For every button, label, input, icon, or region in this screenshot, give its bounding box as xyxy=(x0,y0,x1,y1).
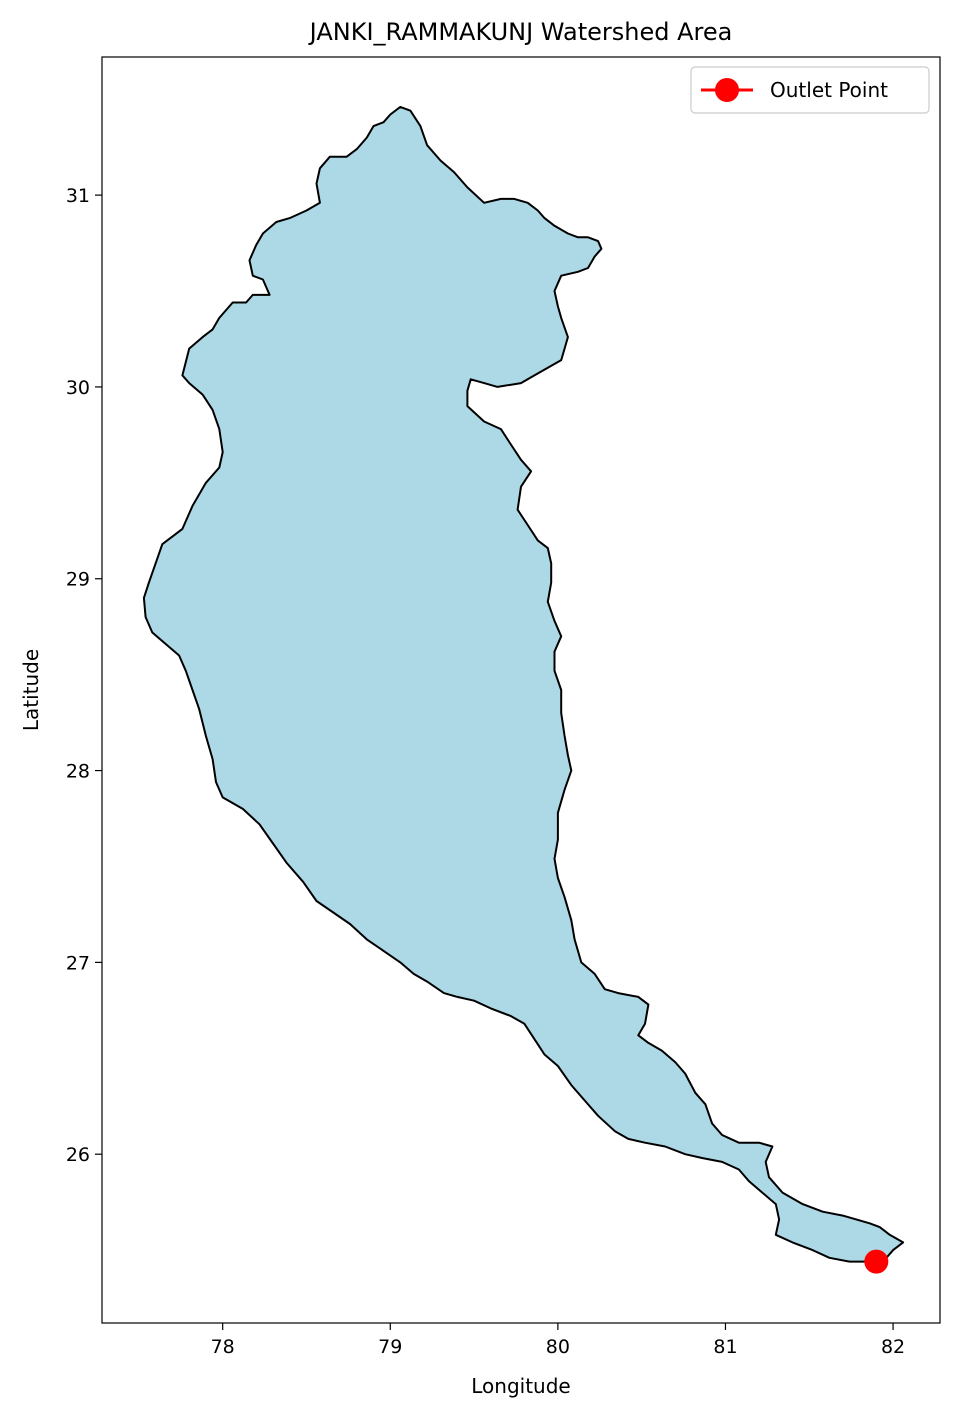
plot-frame xyxy=(101,56,941,1324)
legend: Outlet Point xyxy=(690,66,930,114)
y-tick-label: 29 xyxy=(66,569,90,591)
legend-label: Outlet Point xyxy=(770,78,888,102)
y-tick-label: 30 xyxy=(66,377,90,399)
y-tick-label: 31 xyxy=(66,185,90,207)
map-layer xyxy=(142,105,905,1274)
x-axis: 78 79 80 81 82 xyxy=(211,1323,905,1358)
legend-marker-icon xyxy=(715,78,739,102)
y-tick-label: 28 xyxy=(66,761,90,783)
x-tick-label: 78 xyxy=(211,1336,235,1358)
x-tick-label: 81 xyxy=(713,1336,737,1358)
x-axis-label: Longitude xyxy=(471,1374,570,1398)
outlet-point-marker xyxy=(864,1249,889,1274)
legend-box xyxy=(690,66,930,114)
x-tick-label: 80 xyxy=(546,1336,570,1358)
y-axis-label: Latitude xyxy=(19,649,43,731)
y-tick-label: 26 xyxy=(66,1144,90,1166)
x-tick-label: 79 xyxy=(378,1336,402,1358)
watershed-polygon xyxy=(142,105,905,1263)
y-axis: 26 27 28 29 30 31 xyxy=(66,185,102,1166)
plot-area xyxy=(101,56,941,1324)
y-tick-label: 27 xyxy=(66,952,90,974)
x-tick-label: 82 xyxy=(881,1336,905,1358)
map-title: JANKI_RAMMAKUNJ Watershed Area xyxy=(308,18,733,46)
